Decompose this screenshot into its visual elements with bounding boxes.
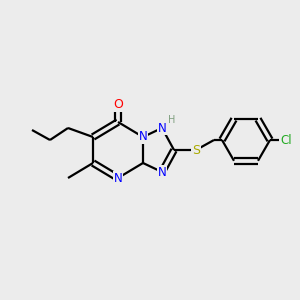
- Text: N: N: [139, 130, 147, 143]
- Text: N: N: [114, 172, 122, 184]
- Text: Cl: Cl: [280, 134, 292, 146]
- Text: N: N: [158, 122, 166, 134]
- Text: S: S: [192, 143, 200, 157]
- Text: N: N: [158, 166, 166, 178]
- Text: O: O: [113, 98, 123, 110]
- Text: H: H: [168, 115, 176, 125]
